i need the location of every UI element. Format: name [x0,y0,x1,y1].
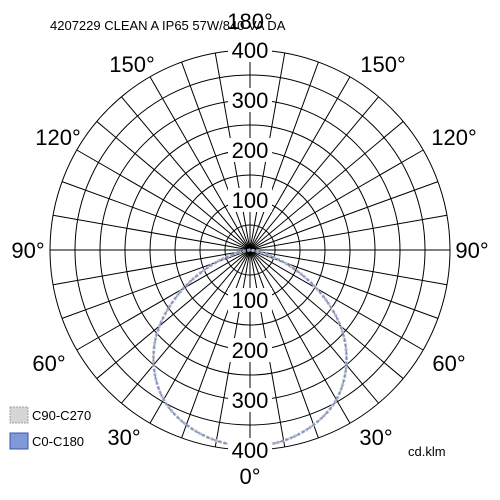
angle-label-top: 180° [227,9,273,34]
legend-swatch-c0 [9,432,29,450]
legend-label-c90: C90-C270 [32,408,91,423]
radial-tick-label-100-up: 100 [232,188,269,213]
radial-tick-label-100-down: 100 [232,288,269,313]
angle-label-upper-right: 150° [360,52,406,77]
grid-spoke [249,249,424,351]
grid-spoke [121,96,251,251]
grid-spoke [149,76,251,251]
angle-label-mid-lower-left: 60° [32,351,65,376]
radial-tick-label-400-down: 400 [232,438,269,463]
grid-spoke [249,249,404,379]
grid-spoke [121,249,251,404]
angle-label-lower-left: 30° [107,425,140,450]
unit-label: cd.klm [408,444,446,459]
tick-label-bg [228,88,272,112]
chart-title: 4207229 CLEAN A IP65 57W/840 VA DA [50,18,286,33]
series-curve-c0-c180 [152,249,348,449]
grid-spoke [96,249,251,379]
radial-tick-label-300-up: 300 [232,88,269,113]
grid-spoke [249,249,351,424]
radial-tick-labels: 100 100 200 200 300 300 400 400 [228,38,272,463]
grid-spoke [52,214,251,251]
grid-spoke [52,249,251,286]
grid-spoke [249,61,319,251]
angle-label-upper-left: 150° [109,52,155,77]
tick-label-bg [228,388,272,412]
angle-label-mid-upper-right: 120° [431,125,477,150]
grid-spoke [249,76,351,251]
angle-label-bg [224,10,276,32]
grid-spoke [249,149,424,251]
angle-label-mid-lower-right: 60° [432,351,465,376]
tick-label-bg [228,288,272,312]
radial-tick-label-200-down: 200 [232,338,269,363]
legend-label-c0: C0-C180 [32,434,84,449]
grid-spoke [249,249,448,286]
tick-label-bg [228,338,272,362]
grid-spoke [249,181,439,251]
angle-labels: 180° 150° 150° 120° 120° 90° 90° 60° 60° 30° 30° 0° [11,9,488,489]
angle-label-left: 90° [11,238,44,263]
grid-spoke [181,61,251,251]
grid-spoke [76,249,251,351]
angle-label-right: 90° [455,238,488,263]
tick-label-bg [228,38,272,62]
tick-label-bg [228,138,272,162]
tick-label-bg [228,438,272,462]
grid-spoke [249,249,319,439]
grid-spoke [149,249,251,424]
grid-spoke [61,181,251,251]
grid-spoke [76,149,251,251]
legend-swatch-c90 [9,406,29,424]
radial-tick-label-300-down: 300 [232,388,269,413]
grid-spoke [249,214,448,251]
grid-spoke [249,121,404,251]
radial-tick-label-200-up: 200 [232,138,269,163]
grid-spoke [249,96,379,251]
tick-label-bg [228,188,272,212]
grid-spoke [249,249,379,404]
grid-spoke [181,249,251,439]
angle-label-mid-upper-left: 120° [35,125,81,150]
angle-label-lower-right: 30° [359,425,392,450]
intensity-curves [152,248,348,450]
grid-spoke [96,121,251,251]
radial-tick-label-400-up: 400 [232,38,269,63]
legend: C90-C270 C0-C180 [9,406,91,450]
angle-label-bottom: 0° [239,464,260,489]
